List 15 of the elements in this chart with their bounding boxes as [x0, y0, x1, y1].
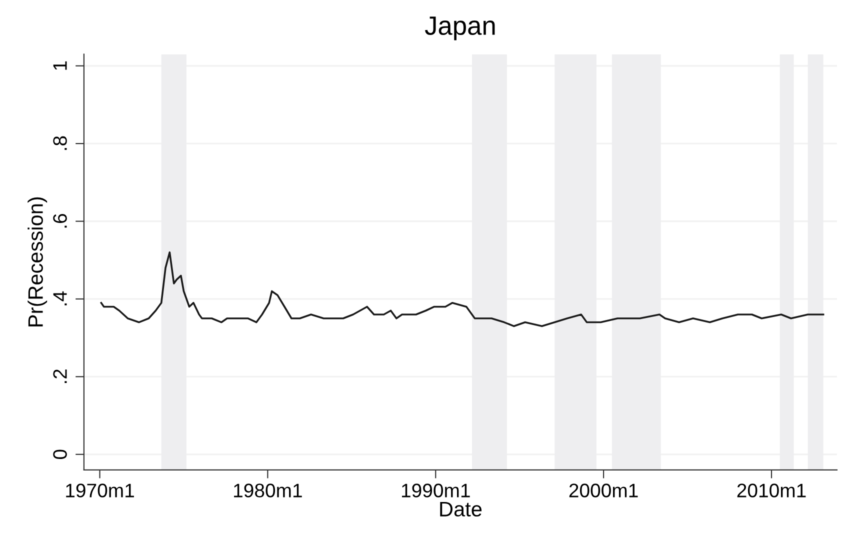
x-tick-label: 2010m1 — [737, 484, 806, 498]
y-axis-title: Pr(Recession) — [28, 197, 48, 326]
y-tick-label: .8 — [53, 136, 67, 150]
x-tick-label: 1970m1 — [66, 484, 134, 498]
chart-title: Japan — [424, 16, 495, 40]
y-tick-label: .6 — [53, 214, 67, 228]
y-tick-label: .4 — [53, 291, 67, 306]
x-tick-label: 1990m1 — [402, 484, 470, 498]
x-axis-title: Date — [440, 502, 482, 517]
x-tick-label: 1980m1 — [234, 484, 302, 498]
x-tick-label: 2000m1 — [569, 484, 638, 498]
y-tick-label: .2 — [53, 370, 67, 384]
line-series — [100, 251, 824, 328]
y-tick-label: 1 — [53, 61, 67, 70]
y-tick-label: 0 — [53, 450, 67, 460]
